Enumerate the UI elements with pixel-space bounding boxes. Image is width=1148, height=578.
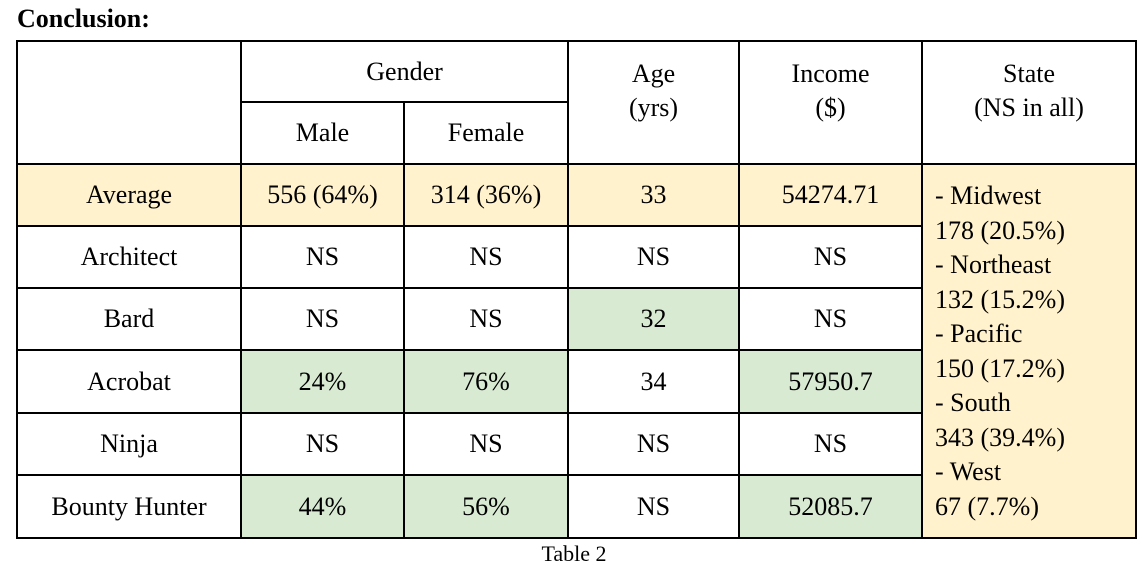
cell-female: NS — [402, 287, 570, 351]
header-state: State (NS in all) — [921, 40, 1138, 165]
cell-age: NS — [567, 474, 741, 539]
state-line: 150 (17.2%) — [935, 353, 1065, 383]
cell-male: 556 (64%) — [240, 163, 405, 227]
state-breakdown-cell: - Midwest 178 (20.5%) - Northeast 132 (1… — [921, 163, 1138, 539]
state-line: 132 (15.2%) — [935, 284, 1065, 314]
section-heading: Conclusion: — [17, 4, 150, 33]
cell-male: NS — [240, 412, 405, 476]
header-female: Female — [402, 101, 570, 165]
state-line: 67 (7.7%) — [935, 491, 1039, 521]
table-caption: Table 2 — [541, 541, 607, 566]
header-state-line1: State — [1003, 59, 1056, 88]
cell-female: 76% — [402, 349, 570, 414]
table-row-bounty-hunter: Bounty Hunter 44% 56% NS 52085.7 — [16, 474, 1136, 539]
header-age-line1: Age — [631, 59, 676, 88]
row-label: Average — [16, 163, 242, 227]
cell-income: NS — [738, 287, 924, 351]
cell-age: 33 — [567, 163, 741, 227]
row-label: Bounty Hunter — [16, 474, 242, 539]
header-gender: Gender — [239, 40, 570, 103]
header-male: Male — [240, 101, 405, 165]
cell-female: NS — [402, 412, 570, 476]
header-income-line1: Income — [791, 59, 870, 88]
table-row-architect: Architect NS NS NS NS — [16, 225, 1136, 289]
cell-male: 44% — [240, 474, 405, 539]
table-row-acrobat: Acrobat 24% 76% 34 57950.7 — [16, 349, 1136, 414]
state-line: - Northeast — [935, 250, 1052, 279]
table-row-average: Average 556 (64%) 314 (36%) 33 54274.71 … — [16, 163, 1138, 539]
cell-income: 57950.7 — [738, 349, 924, 414]
cell-female: 56% — [402, 474, 570, 539]
state-line: - West — [935, 457, 1002, 486]
row-label: Bard — [16, 287, 242, 351]
cell-age: 32 — [567, 287, 741, 351]
cell-male: NS — [240, 287, 405, 351]
table-row-ninja: Ninja NS NS NS NS — [16, 412, 1136, 476]
header-income-line2: ($) — [815, 93, 846, 122]
cell-income: NS — [738, 412, 924, 476]
cell-female: 314 (36%) — [402, 163, 570, 227]
state-line: - Pacific — [935, 319, 1023, 348]
header-age-line2: (yrs) — [628, 93, 679, 122]
state-line: - South — [935, 388, 1011, 417]
row-label: Acrobat — [16, 349, 242, 414]
state-line: - Midwest — [935, 181, 1042, 210]
cell-age: 34 — [567, 349, 741, 414]
row-label: Architect — [16, 225, 242, 289]
header-income: Income ($) — [738, 40, 924, 165]
table-row-bard: Bard NS NS 32 NS — [16, 287, 1136, 351]
cell-male: NS — [240, 225, 405, 289]
cell-income: 54274.71 — [738, 163, 924, 227]
header-age: Age (yrs) — [567, 40, 741, 165]
cell-male: 24% — [240, 349, 405, 414]
cell-age: NS — [567, 412, 741, 476]
row-label: Ninja — [16, 412, 242, 476]
cell-age: NS — [567, 225, 741, 289]
results-table: Gender Age (yrs) Income ($) State (NS in… — [16, 40, 1138, 539]
cell-income: 52085.7 — [738, 474, 924, 539]
cell-income: NS — [738, 225, 924, 289]
state-line: 343 (39.4%) — [935, 422, 1065, 452]
header-corner-cell — [16, 40, 242, 165]
state-line: 178 (20.5%) — [935, 215, 1065, 245]
header-state-line2: (NS in all) — [974, 93, 1084, 122]
cell-female: NS — [402, 225, 570, 289]
